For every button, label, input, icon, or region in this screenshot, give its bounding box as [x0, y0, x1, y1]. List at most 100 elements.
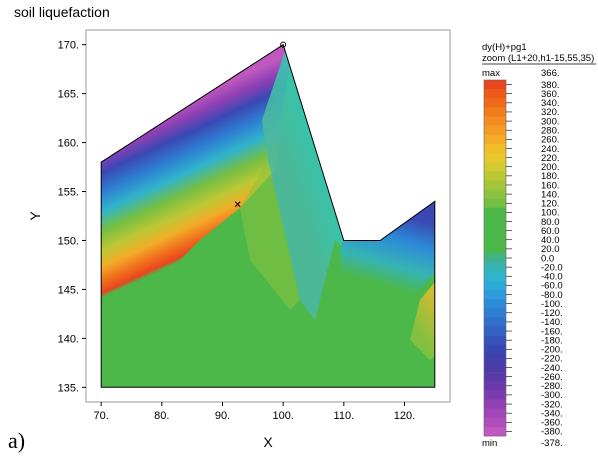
figure-label: a) [8, 428, 26, 453]
y-tick-label: 135. [58, 382, 79, 394]
legend-swatch [484, 426, 506, 437]
legend-swatch [484, 143, 506, 154]
legend-swatch [484, 80, 506, 90]
legend-level-label: 0.0 [541, 253, 554, 264]
legend-level-label: 260. [541, 135, 560, 146]
legend-labels: 380.360.340.320.300.280.260.240.220.200.… [506, 80, 563, 438]
legend-swatch [484, 326, 506, 336]
legend-level-label: -240. [541, 363, 563, 374]
legend-min-value: -378. [541, 438, 563, 449]
legend-swatch [484, 335, 506, 346]
legend-max-value: 366. [541, 68, 560, 79]
legend-swatch [484, 116, 506, 126]
legend-level-label: -260. [541, 372, 563, 383]
legend-swatch [484, 189, 506, 199]
legend-level-label: 220. [541, 153, 560, 164]
legend-swatch [484, 207, 506, 218]
legend-level-label: -340. [541, 408, 563, 419]
legend-swatch [484, 162, 506, 172]
legend-swatch [484, 253, 506, 263]
legend-level-label: -380. [541, 427, 563, 438]
legend-swatch [484, 372, 506, 382]
contour-wedge [262, 44, 346, 320]
legend-swatch [484, 353, 506, 364]
legend-level-label: 180. [541, 171, 560, 182]
legend-level-label: -180. [541, 335, 563, 346]
legend-swatch [484, 299, 506, 309]
legend-level-label: 340. [541, 98, 560, 109]
legend-level-label: 300. [541, 116, 560, 127]
legend-swatch [484, 408, 506, 419]
legend-swatch [484, 134, 506, 145]
legend-level-label: 200. [541, 162, 560, 173]
legend-level-label: 380. [541, 80, 560, 91]
legend-level-label: 280. [541, 126, 560, 137]
legend-swatch [484, 399, 506, 409]
legend-level-label: -60.0 [541, 281, 563, 292]
legend-swatch [484, 390, 506, 400]
legend-level-label: -140. [541, 317, 563, 328]
legend-level-label: 80.0 [541, 217, 560, 228]
legend-swatch [484, 317, 506, 327]
legend-swatch [484, 381, 506, 391]
domain-outline [100, 43, 436, 388]
legend-level-label: -360. [541, 418, 563, 429]
legend-level-label: 60.0 [541, 226, 560, 237]
contour-right-edge [410, 270, 435, 360]
legend-swatch [484, 198, 506, 209]
legend-swatches [483, 79, 507, 437]
legend-swatch [484, 216, 506, 227]
y-axis-title: Y [27, 211, 43, 221]
legend-level-label: 140. [541, 189, 560, 200]
legend-swatch [484, 235, 506, 245]
y-tick-label: 140. [58, 333, 79, 345]
legend-swatch [484, 271, 506, 282]
legend-header-2: zoom (L1+20,h1-15,55,35) [482, 53, 594, 64]
legend-level-label: -20.0 [541, 262, 563, 273]
contour-inner-soft [240, 160, 300, 310]
legend-swatch [484, 289, 506, 300]
marker-cross [234, 201, 241, 208]
legend-swatch [484, 98, 506, 108]
y-axis: 135. 140. 145. 150. 155. 160. 165. 170. [58, 40, 86, 394]
legend-level-label: -280. [541, 381, 563, 392]
x-axis-title: X [263, 434, 273, 450]
y-tick-label: 160. [58, 138, 79, 150]
legend-level-label: 100. [541, 208, 560, 219]
legend-level-label: -220. [541, 354, 563, 365]
marker-circle [280, 41, 287, 48]
x-tick-label: 120. [394, 410, 415, 422]
legend-level-label: -160. [541, 326, 563, 337]
x-tick-label: 80. [154, 410, 169, 422]
legend-swatch [484, 308, 506, 318]
legend-level-label: 120. [541, 199, 560, 210]
y-tick-label: 170. [58, 40, 79, 52]
x-tick-label: 100. [272, 410, 293, 422]
legend-swatch [484, 153, 506, 163]
legend-level-label: -80.0 [541, 290, 563, 301]
legend-swatch [484, 244, 506, 254]
legend-swatch [484, 362, 506, 373]
legend-swatch [484, 89, 506, 99]
y-tick-label: 145. [58, 284, 79, 296]
legend-level-label: -200. [541, 345, 563, 356]
legend-swatch [484, 344, 506, 355]
legend-level-label: 40.0 [541, 235, 560, 246]
legend-swatch [484, 125, 506, 136]
y-tick-label: 155. [58, 187, 79, 199]
legend-level-label: -120. [541, 308, 563, 319]
x-axis: 70. 80. 90. 100. 110. 120. [94, 402, 415, 422]
legend-level-label: 160. [541, 180, 560, 191]
legend-swatch [484, 171, 506, 181]
legend-level-label: -300. [541, 390, 563, 401]
legend-swatch [484, 107, 506, 117]
x-tick-label: 90. [215, 410, 230, 422]
x-tick-label: 70. [94, 410, 109, 422]
legend-level-label: -320. [541, 399, 563, 410]
chart-title: soil liquefaction [14, 4, 110, 20]
contour-right-high [340, 180, 435, 340]
legend-min-label: min [482, 438, 497, 449]
legend-level-label: -40.0 [541, 272, 563, 283]
